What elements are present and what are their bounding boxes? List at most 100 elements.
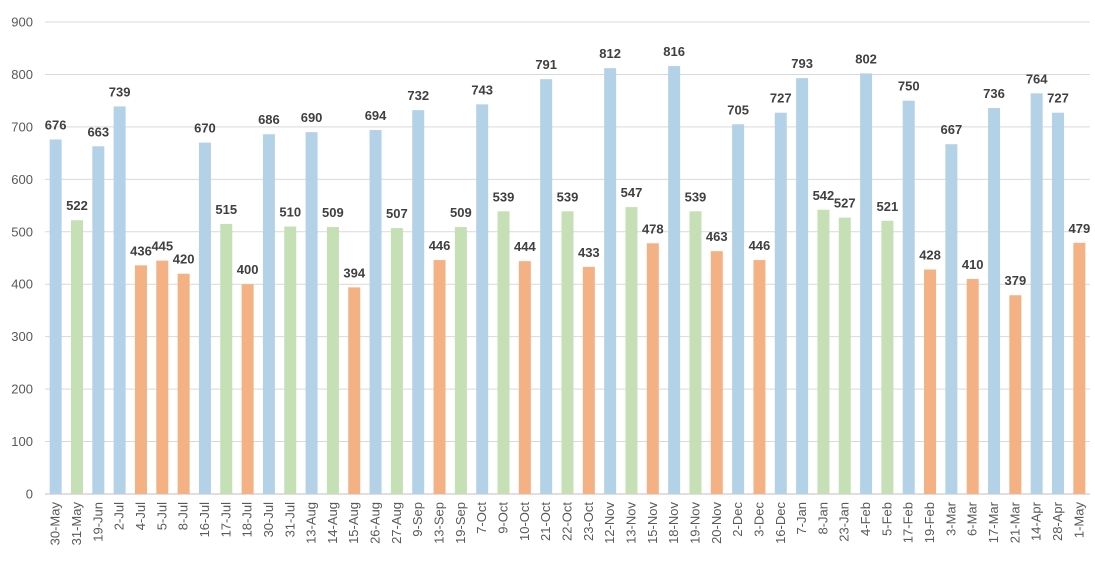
data-label: 802: [855, 51, 877, 66]
x-tick-label: 13-Sep: [432, 502, 447, 544]
x-tick-label: 9-Oct: [496, 502, 511, 534]
data-label: 509: [322, 205, 344, 220]
x-tick-label: 17-Mar: [986, 501, 1001, 543]
bar: [540, 79, 553, 495]
data-label: 663: [87, 124, 109, 139]
y-axis-ticks: 0 100 200 300 400 500 600 700 800 900: [11, 15, 33, 502]
bar: [710, 251, 723, 494]
bar: [92, 146, 105, 494]
bar: [241, 284, 254, 494]
data-label: 791: [535, 57, 557, 72]
data-label: 444: [514, 239, 536, 254]
bar: [177, 273, 190, 494]
data-label: 507: [386, 206, 408, 221]
bar: [774, 112, 787, 495]
bar: [561, 211, 574, 494]
x-tick-label: 12-Nov: [602, 502, 617, 544]
bar: [284, 226, 297, 495]
bar: [262, 134, 275, 494]
data-label: 542: [813, 188, 835, 203]
x-tick-label: 8-Jan: [815, 502, 830, 535]
bar: [497, 211, 510, 494]
bar: [198, 142, 211, 494]
y-tick-label: 200: [11, 382, 33, 397]
x-tick-label: 8-Jul: [176, 502, 191, 530]
x-axis-ticks: 30-May 31-May 19-Jun 2-Jul 4-Jul 5-Jul 8-Jul 16…: [48, 501, 1087, 545]
data-label: 539: [685, 189, 707, 204]
x-tick-label: 31-May: [69, 502, 84, 546]
bar: [902, 100, 915, 495]
x-tick-label: 21-Mar: [1007, 501, 1022, 543]
y-tick-label: 500: [11, 224, 33, 239]
bar: [1073, 242, 1086, 494]
x-tick-label: 14-Apr: [1029, 501, 1044, 541]
x-tick-label: 17-Feb: [901, 502, 916, 543]
data-label: 420: [173, 252, 195, 267]
data-label: 433: [578, 245, 600, 260]
data-label: 522: [66, 198, 88, 213]
x-tick-label: 7-Oct: [474, 502, 489, 534]
data-label: 816: [663, 44, 685, 59]
x-tick-label: 30-Jul: [261, 502, 276, 538]
bar: [732, 124, 745, 495]
x-tick-label: 19-Sep: [453, 502, 468, 544]
bar: [924, 269, 937, 494]
data-label: 515: [215, 202, 237, 217]
bar: [348, 287, 361, 494]
data-label: 547: [621, 185, 643, 200]
data-label: 739: [109, 84, 131, 99]
bar: [1052, 112, 1065, 495]
data-label: 670: [194, 121, 216, 136]
bar: [518, 261, 531, 494]
data-label: 743: [471, 82, 493, 97]
bar: [49, 139, 62, 494]
bar: [326, 227, 339, 494]
x-tick-label: 13-Aug: [304, 502, 319, 544]
bar: [156, 260, 169, 494]
bars: [49, 66, 1086, 495]
bar: [625, 207, 638, 494]
bar: [1009, 295, 1022, 494]
x-tick-label: 19-Nov: [687, 502, 702, 544]
x-tick-label: 5-Jul: [154, 502, 169, 530]
x-tick-label: 9-Sep: [410, 502, 425, 537]
data-label: 446: [429, 238, 451, 253]
x-tick-label: 28-Apr: [1050, 501, 1065, 541]
data-label: 379: [1005, 273, 1027, 288]
y-tick-label: 900: [11, 15, 33, 30]
x-tick-label: 18-Jul: [240, 502, 255, 538]
data-label: 694: [365, 108, 387, 123]
x-tick-label: 26-Aug: [368, 502, 383, 544]
x-tick-label: 16-Jul: [197, 502, 212, 538]
data-label: 686: [258, 112, 280, 127]
y-tick-label: 800: [11, 67, 33, 82]
bar: [476, 104, 489, 495]
data-label: 764: [1026, 71, 1048, 86]
data-label: 436: [130, 243, 152, 258]
y-tick-label: 100: [11, 434, 33, 449]
data-label: 812: [599, 46, 621, 61]
data-label: 667: [941, 122, 963, 137]
bar: [412, 110, 425, 495]
data-label: 479: [1068, 221, 1090, 236]
bar: [604, 68, 617, 494]
data-label: 445: [151, 239, 173, 254]
bar: [753, 260, 766, 494]
y-tick-label: 600: [11, 172, 33, 187]
bar: [390, 228, 403, 494]
x-tick-label: 19-Jun: [90, 502, 105, 542]
bar: [796, 78, 809, 495]
x-tick-label: 19-Feb: [922, 502, 937, 543]
bar: [1030, 93, 1043, 494]
bar: [646, 243, 659, 494]
y-tick-label: 0: [26, 487, 33, 502]
x-tick-label: 15-Nov: [645, 502, 660, 544]
bar: [945, 144, 958, 494]
data-label: 410: [962, 257, 984, 272]
x-tick-label: 5-Feb: [879, 502, 894, 536]
x-tick-label: 31-Jul: [282, 502, 297, 538]
x-tick-label: 3-Mar: [943, 501, 958, 536]
